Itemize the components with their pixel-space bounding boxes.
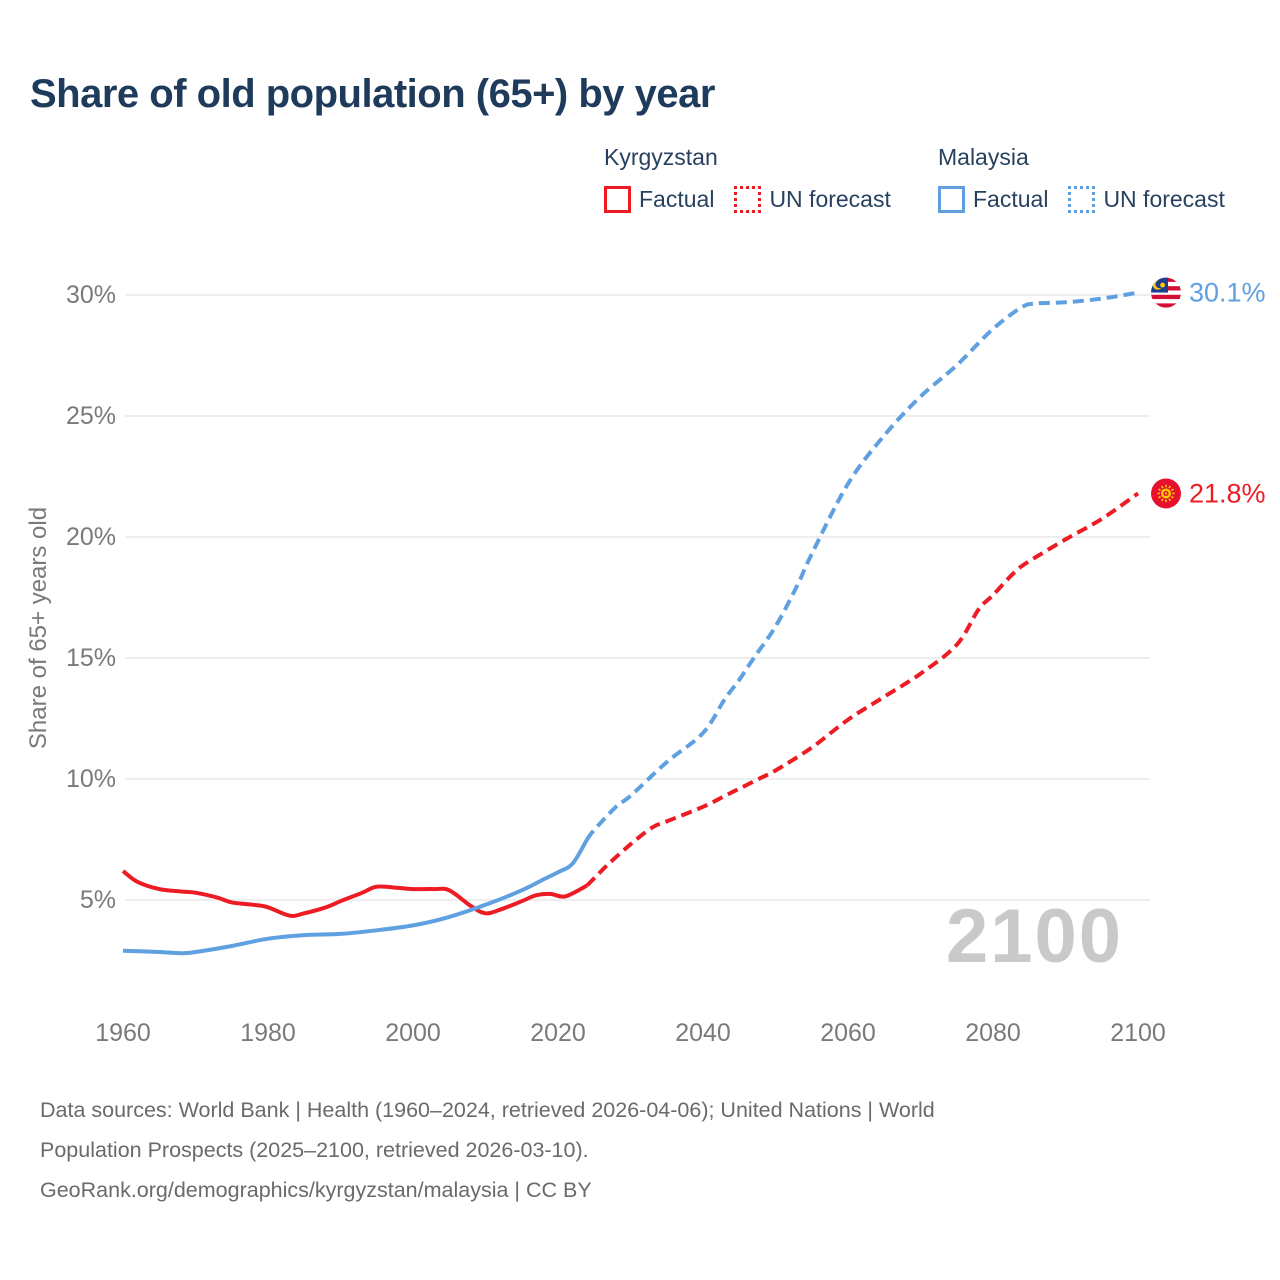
kyrgyzstan-forecast-swatch-icon (734, 186, 762, 213)
y-tick-label: 20% (66, 523, 116, 551)
end-value-label-kyrgyzstan: 21.8% (1189, 478, 1266, 508)
x-tick-label: 2020 (530, 1019, 586, 1047)
footer-data-sources-line2: Population Prospects (2025–2100, retriev… (40, 1138, 589, 1162)
x-tick-label: 1980 (240, 1019, 296, 1047)
legend-item-label: Factual (973, 186, 1049, 212)
legend-item-malaysia-forecast[interactable]: UN forecast (1068, 186, 1225, 213)
legend-item-kyrgyzstan-forecast[interactable]: UN forecast (734, 186, 891, 213)
kyrgyzstan-flag-icon (1151, 478, 1181, 509)
legend-item-label: Factual (639, 186, 715, 212)
footer-attribution: GeoRank.org/demographics/kyrgyzstan/mala… (40, 1178, 592, 1202)
series-kyrgyzstan-factual[interactable] (121, 869, 588, 918)
y-tick-label: 10% (66, 765, 116, 793)
x-tick-label: 2000 (385, 1019, 441, 1047)
y-tick-label: 15% (66, 644, 116, 672)
legend-group-malaysia: Malaysia Factual UN forecast (938, 144, 1225, 213)
legend-group-kyrgyzstan: Kyrgyzstan Factual UN forecast (604, 144, 891, 213)
series-kyrgyzstan-forecast[interactable] (585, 491, 1140, 887)
legend-item-malaysia-factual[interactable]: Factual (938, 186, 1048, 213)
malaysia-forecast-swatch-icon (1068, 186, 1096, 213)
legend-item-kyrgyzstan-factual[interactable]: Factual (604, 186, 714, 213)
x-tick-label: 2100 (1110, 1019, 1166, 1047)
y-tick-label: 30% (66, 281, 116, 309)
malaysia-factual-swatch-icon (938, 186, 965, 213)
footer: Data sources: World Bank | Health (1960–… (40, 1090, 935, 1210)
series-malaysia-factual[interactable] (122, 838, 589, 956)
watermark-year: 2100 (946, 894, 1124, 979)
legend-item-label: UN forecast (769, 186, 891, 212)
series-malaysia-forecast[interactable] (585, 290, 1139, 841)
legend-item-label: UN forecast (1103, 186, 1225, 212)
y-tick-label: 25% (66, 402, 116, 430)
x-tick-label: 2060 (820, 1019, 876, 1047)
x-tick-label: 2040 (675, 1019, 731, 1047)
kyrgyzstan-factual-swatch-icon (604, 186, 631, 213)
x-tick-label: 2080 (965, 1019, 1021, 1047)
y-axis-title: Share of 65+ years old (25, 507, 52, 749)
y-tick-label: 5% (80, 886, 116, 914)
page-title: Share of old population (65+) by year (30, 72, 715, 116)
malaysia-flag-icon (1151, 277, 1181, 308)
legend-country-label: Malaysia (938, 144, 1029, 170)
x-tick-label: 1960 (95, 1019, 151, 1047)
footer-data-sources-line1: Data sources: World Bank | Health (1960–… (40, 1098, 935, 1122)
end-value-label-malaysia: 30.1% (1189, 278, 1266, 308)
legend-country-label: Kyrgyzstan (604, 144, 718, 170)
